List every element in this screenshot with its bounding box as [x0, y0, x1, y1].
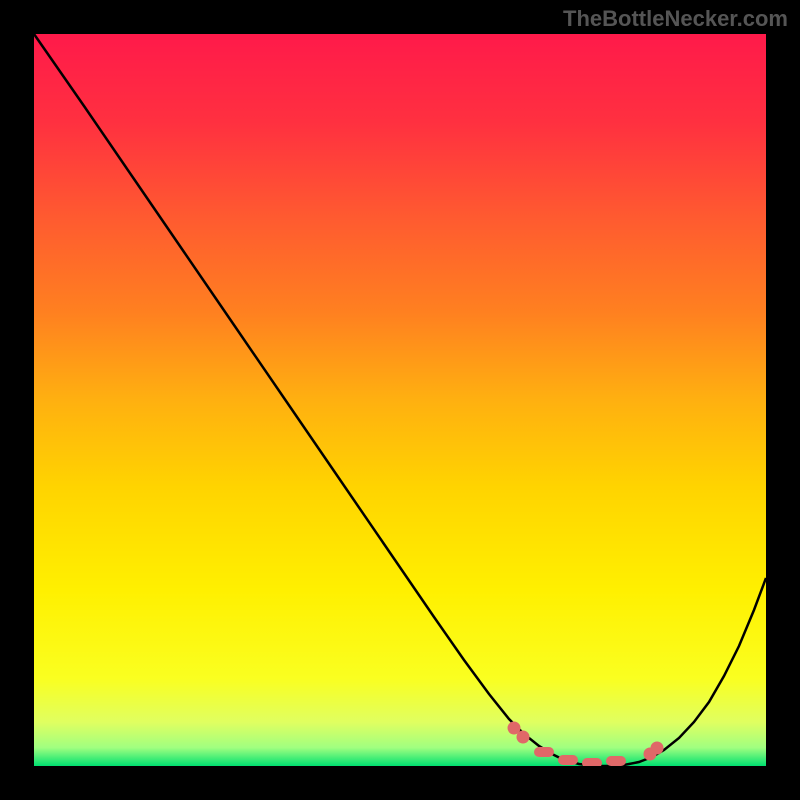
- attribution-text: TheBottleNecker.com: [563, 6, 788, 32]
- bottleneck-curve: [34, 34, 766, 766]
- bottleneck-chart: [34, 34, 766, 766]
